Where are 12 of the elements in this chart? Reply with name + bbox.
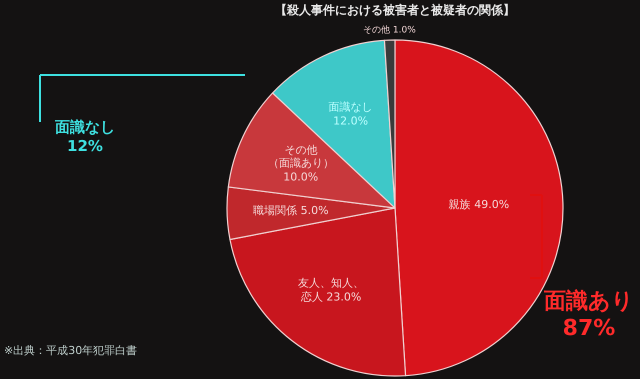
text: 面識あり 87% (543, 288, 635, 341)
category-label: その他 1.0% (363, 25, 416, 36)
slice-label: 親族 49.0% (448, 198, 510, 212)
text: 面識なし 12% (54, 118, 116, 155)
data-label: 10.0% (283, 170, 318, 184)
data-label: 12.0% (333, 114, 368, 127)
text: ※出典：平成30年犯罪白書 (4, 343, 138, 358)
slice-label: 友人、知人、恋人 23.0% (297, 276, 366, 304)
slice-label: その他（面識あり） (268, 143, 334, 170)
slice-label: 職場関係 5.0% (252, 204, 330, 218)
chart-title: 【殺人事件における被害者と被疑者の関係】 (275, 3, 515, 17)
slice-label: 面識なし (328, 100, 373, 113)
